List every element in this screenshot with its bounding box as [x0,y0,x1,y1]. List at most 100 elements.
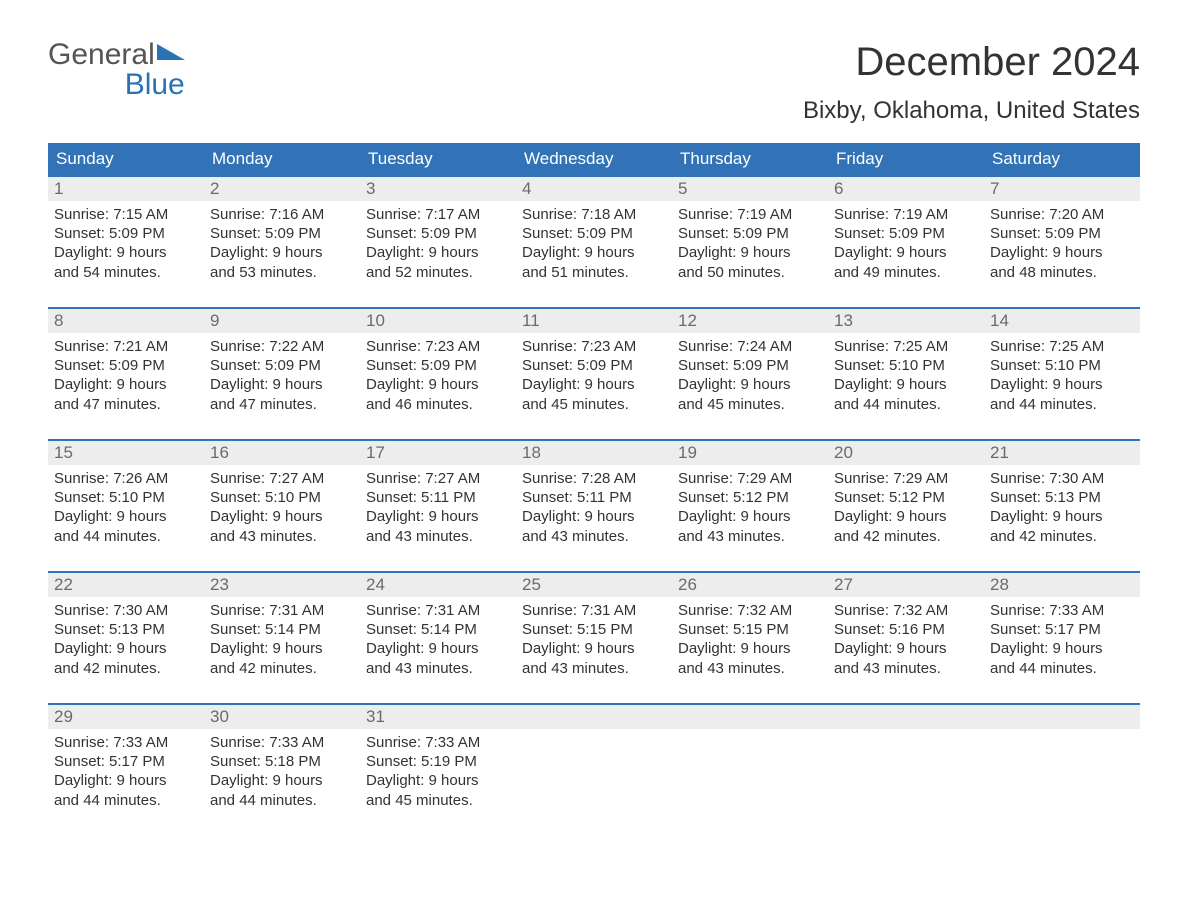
daylight-text-1: Daylight: 9 hours [990,375,1134,394]
daylight-text-2: and 47 minutes. [210,395,354,414]
daylight-text-2: and 42 minutes. [54,659,198,678]
daylight-text-2: and 44 minutes. [990,659,1134,678]
sunrise-text: Sunrise: 7:24 AM [678,337,822,356]
day-cell: 30Sunrise: 7:33 AMSunset: 5:18 PMDayligh… [204,705,360,821]
dayhead-fri: Friday [828,143,984,175]
day-cell: 23Sunrise: 7:31 AMSunset: 5:14 PMDayligh… [204,573,360,689]
day-number: 17 [360,441,516,465]
day-number: 20 [828,441,984,465]
day-body: Sunrise: 7:23 AMSunset: 5:09 PMDaylight:… [516,333,672,420]
day-body: Sunrise: 7:25 AMSunset: 5:10 PMDaylight:… [984,333,1140,420]
daylight-text-1: Daylight: 9 hours [678,507,822,526]
sunrise-text: Sunrise: 7:21 AM [54,337,198,356]
day-number: 18 [516,441,672,465]
sunrise-text: Sunrise: 7:33 AM [366,733,510,752]
day-number: 11 [516,309,672,333]
day-cell: 29Sunrise: 7:33 AMSunset: 5:17 PMDayligh… [48,705,204,821]
day-cell: 1Sunrise: 7:15 AMSunset: 5:09 PMDaylight… [48,177,204,293]
sunset-text: Sunset: 5:14 PM [210,620,354,639]
sunset-text: Sunset: 5:09 PM [366,224,510,243]
day-cell: 28Sunrise: 7:33 AMSunset: 5:17 PMDayligh… [984,573,1140,689]
day-body: Sunrise: 7:29 AMSunset: 5:12 PMDaylight:… [828,465,984,552]
sunrise-text: Sunrise: 7:19 AM [834,205,978,224]
day-cell: 6 Sunrise: 7:19 AMSunset: 5:09 PMDaylight… [828,177,984,293]
sunset-text: Sunset: 5:09 PM [522,356,666,375]
sunrise-text: Sunrise: 7:15 AM [54,205,198,224]
daylight-text-1: Daylight: 9 hours [54,243,198,262]
daylight-text-1: Daylight: 9 hours [990,639,1134,658]
daylight-text-2: and 43 minutes. [678,527,822,546]
sunrise-text: Sunrise: 7:17 AM [366,205,510,224]
daylight-text-1: Daylight: 9 hours [210,507,354,526]
day-cell: 5Sunrise: 7:19 AMSunset: 5:09 PMDaylight… [672,177,828,293]
day-body: Sunrise: 7:22 AMSunset: 5:09 PMDaylight:… [204,333,360,420]
daylight-text-2: and 43 minutes. [366,527,510,546]
day-body: Sunrise: 7:32 AMSunset: 5:16 PMDaylight:… [828,597,984,684]
sunset-text: Sunset: 5:10 PM [54,488,198,507]
sunset-text: Sunset: 5:09 PM [210,356,354,375]
sunrise-text: Sunrise: 7:25 AM [990,337,1134,356]
day-number: 8 [48,309,204,333]
day-number: 9 [204,309,360,333]
day-number: 1 [48,177,204,201]
day-cell [672,705,828,821]
daylight-text-2: and 45 minutes. [366,791,510,810]
daylight-text-2: and 53 minutes. [210,263,354,282]
sunset-text: Sunset: 5:13 PM [990,488,1134,507]
day-cell: 20Sunrise: 7:29 AMSunset: 5:12 PMDayligh… [828,441,984,557]
logo-line2: Blue [125,68,185,101]
day-number [672,705,828,729]
day-body: Sunrise: 7:23 AMSunset: 5:09 PMDaylight:… [360,333,516,420]
day-cell: 31Sunrise: 7:33 AMSunset: 5:19 PMDayligh… [360,705,516,821]
sunrise-text: Sunrise: 7:27 AM [366,469,510,488]
day-cell: 15Sunrise: 7:26 AMSunset: 5:10 PMDayligh… [48,441,204,557]
sunrise-text: Sunrise: 7:28 AM [522,469,666,488]
day-body: Sunrise: 7:31 AMSunset: 5:14 PMDaylight:… [204,597,360,684]
day-number: 22 [48,573,204,597]
sunrise-text: Sunrise: 7:27 AM [210,469,354,488]
day-cell: 4Sunrise: 7:18 AMSunset: 5:09 PMDaylight… [516,177,672,293]
sunrise-text: Sunrise: 7:30 AM [54,601,198,620]
day-cell: 16Sunrise: 7:27 AMSunset: 5:10 PMDayligh… [204,441,360,557]
day-number: 24 [360,573,516,597]
sunrise-text: Sunrise: 7:31 AM [522,601,666,620]
dayhead-sat: Saturday [984,143,1140,175]
daylight-text-2: and 44 minutes. [54,791,198,810]
day-body: Sunrise: 7:17 AMSunset: 5:09 PMDaylight:… [360,201,516,288]
daylight-text-2: and 48 minutes. [990,263,1134,282]
sunset-text: Sunset: 5:15 PM [678,620,822,639]
day-number: 19 [672,441,828,465]
sunset-text: Sunset: 5:14 PM [366,620,510,639]
daylight-text-1: Daylight: 9 hours [522,507,666,526]
daylight-text-2: and 45 minutes. [522,395,666,414]
day-number: 6 [828,177,984,201]
day-number: 28 [984,573,1140,597]
daylight-text-1: Daylight: 9 hours [210,375,354,394]
daylight-text-1: Daylight: 9 hours [834,243,978,262]
day-body: Sunrise: 7:24 AMSunset: 5:09 PMDaylight:… [672,333,828,420]
daylight-text-1: Daylight: 9 hours [366,639,510,658]
sunset-text: Sunset: 5:09 PM [834,224,978,243]
daylight-text-2: and 46 minutes. [366,395,510,414]
day-header-row: Sunday Monday Tuesday Wednesday Thursday… [48,143,1140,175]
day-body: Sunrise: 7:25 AMSunset: 5:10 PMDaylight:… [828,333,984,420]
sunset-text: Sunset: 5:19 PM [366,752,510,771]
sunset-text: Sunset: 5:11 PM [366,488,510,507]
day-cell: 17Sunrise: 7:27 AMSunset: 5:11 PMDayligh… [360,441,516,557]
sunrise-text: Sunrise: 7:33 AM [210,733,354,752]
day-number: 29 [48,705,204,729]
day-body: Sunrise: 7:29 AMSunset: 5:12 PMDaylight:… [672,465,828,552]
daylight-text-1: Daylight: 9 hours [366,243,510,262]
dayhead-tue: Tuesday [360,143,516,175]
day-cell: 27Sunrise: 7:32 AMSunset: 5:16 PMDayligh… [828,573,984,689]
day-cell [984,705,1140,821]
daylight-text-2: and 44 minutes. [54,527,198,546]
daylight-text-1: Daylight: 9 hours [210,771,354,790]
daylight-text-1: Daylight: 9 hours [54,639,198,658]
header: General Blue December 2024 Bixby, Oklaho… [48,40,1140,137]
day-body: Sunrise: 7:18 AMSunset: 5:09 PMDaylight:… [516,201,672,288]
day-number: 3 [360,177,516,201]
sunrise-text: Sunrise: 7:18 AM [522,205,666,224]
sunset-text: Sunset: 5:18 PM [210,752,354,771]
day-body: Sunrise: 7:21 AMSunset: 5:09 PMDaylight:… [48,333,204,420]
